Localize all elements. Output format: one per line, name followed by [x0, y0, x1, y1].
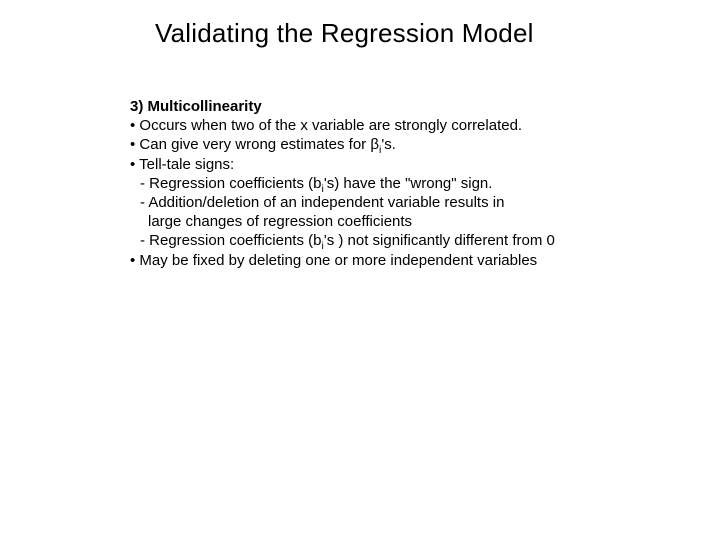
slide-container: Validating the Regression Model 3) Multi… [0, 0, 720, 540]
bullet-line-5: - Addition/deletion of an independent va… [130, 193, 720, 212]
l2-pre: • Can give very wrong estimates for β [130, 136, 379, 153]
bullet-line-1: • Occurs when two of the x variable are … [130, 116, 720, 135]
l4-post: 's) have the "wrong" sign. [324, 175, 493, 192]
l2-post: 's. [381, 136, 396, 153]
l4-pre: - Regression coefficients (b [140, 175, 321, 192]
bullet-line-6: large changes of regression coefficients [130, 212, 720, 231]
slide-title: Validating the Regression Model [155, 18, 720, 49]
slide-content: 3) Multicollinearity • Occurs when two o… [130, 97, 720, 270]
section-heading: 3) Multicollinearity [130, 97, 720, 116]
l7-pre: - Regression coefficients (b [140, 232, 321, 249]
bullet-line-4: - Regression coefficients (bi's) have th… [130, 174, 720, 193]
bullet-line-3: • Tell-tale signs: [130, 155, 720, 174]
bullet-line-2: • Can give very wrong estimates for βi's… [130, 135, 720, 154]
bullet-line-7: - Regression coefficients (bi's ) not si… [130, 231, 720, 250]
bullet-line-8: • May be fixed by deleting one or more i… [130, 251, 720, 270]
l7-post: 's ) not significantly different from 0 [324, 232, 555, 249]
